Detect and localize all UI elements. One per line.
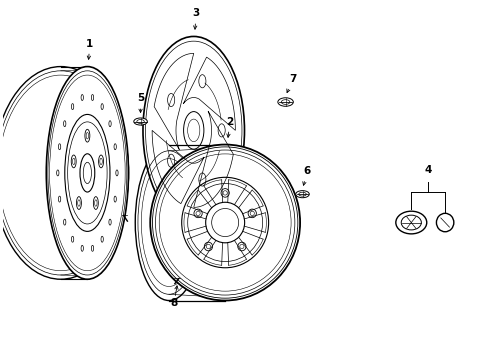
Text: 8: 8: [96, 244, 103, 255]
Text: 4: 4: [424, 165, 431, 175]
Ellipse shape: [142, 36, 244, 224]
Text: 2: 2: [226, 117, 233, 137]
Text: 7: 7: [286, 74, 296, 93]
Text: 5: 5: [137, 94, 144, 112]
Ellipse shape: [401, 215, 421, 230]
Text: 3: 3: [192, 8, 200, 29]
Ellipse shape: [134, 118, 147, 125]
Ellipse shape: [0, 67, 128, 279]
Text: 6: 6: [302, 166, 310, 185]
Ellipse shape: [395, 211, 426, 234]
Text: 8: 8: [170, 298, 177, 309]
Ellipse shape: [435, 213, 453, 232]
Ellipse shape: [295, 191, 308, 198]
Ellipse shape: [135, 145, 202, 301]
Ellipse shape: [150, 145, 300, 301]
Ellipse shape: [46, 67, 128, 279]
Ellipse shape: [277, 98, 293, 106]
Text: 1: 1: [86, 39, 93, 59]
